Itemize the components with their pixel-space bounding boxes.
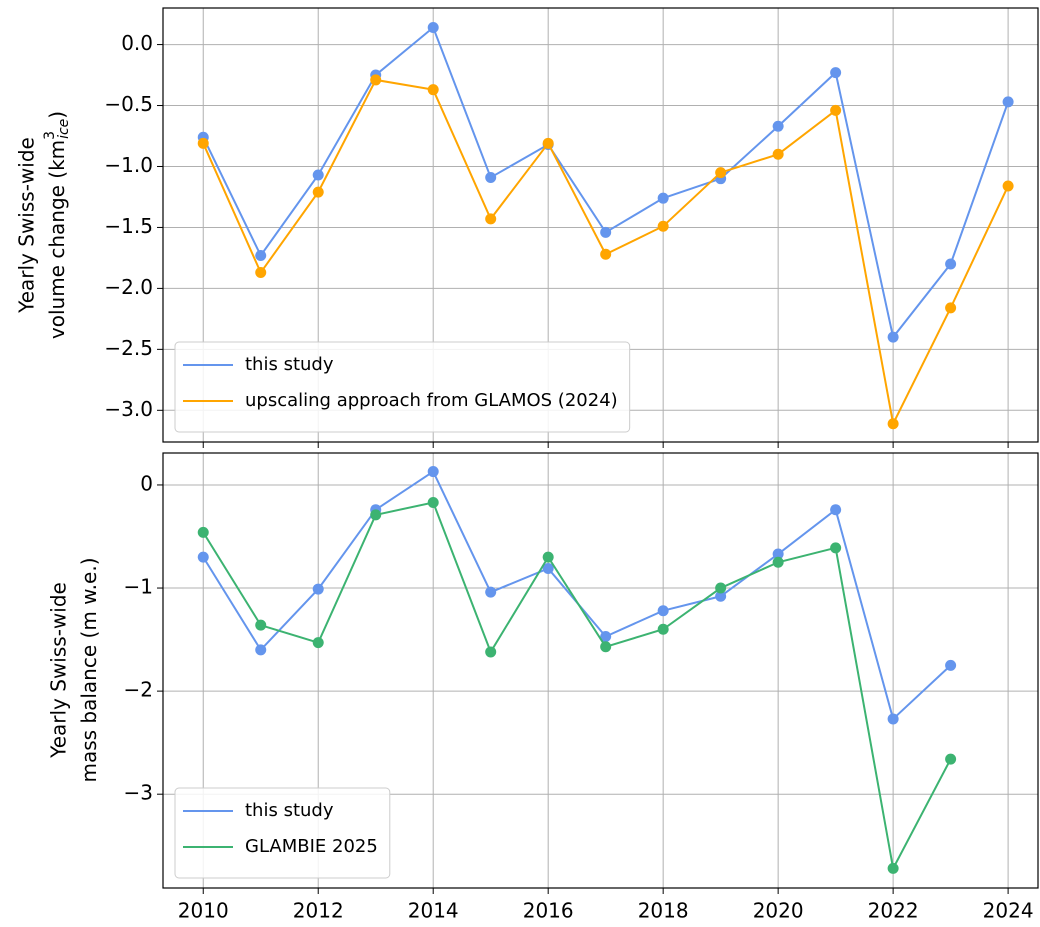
- point: [887, 331, 899, 343]
- label-part: 3: [42, 131, 58, 140]
- y-axis-label: Yearly Swiss-wide: [47, 582, 71, 759]
- y-axis-label: mass balance (m w.e.): [77, 557, 101, 782]
- y-tick-label: 0: [140, 471, 153, 495]
- label-part: volume change (km: [45, 140, 69, 339]
- y-tick-label: −2: [124, 678, 153, 702]
- point: [485, 213, 497, 225]
- point: [370, 74, 382, 86]
- point: [600, 630, 612, 642]
- x-tick-label: 2016: [523, 899, 574, 923]
- point: [255, 644, 267, 656]
- x-tick-label: 2018: [638, 899, 689, 923]
- point: [255, 619, 267, 631]
- point: [830, 504, 842, 516]
- point: [542, 562, 554, 574]
- point: [945, 302, 957, 314]
- y-tick-label: 0.0: [121, 31, 153, 55]
- axes-frame: [162, 452, 1039, 889]
- point: [772, 120, 784, 132]
- point: [945, 753, 957, 765]
- point: [370, 509, 382, 521]
- y-axis-label: volume change (km3ice): [42, 111, 72, 339]
- point: [255, 249, 267, 261]
- y-tick-label: −0.5: [104, 92, 153, 116]
- point: [772, 148, 784, 160]
- y-tick-label: −3.0: [104, 397, 153, 421]
- series-line: [202, 501, 952, 872]
- y-tick-label: −1.5: [104, 214, 153, 238]
- label-part: ): [45, 111, 69, 119]
- point: [427, 84, 439, 96]
- point: [197, 137, 209, 149]
- point: [657, 623, 669, 635]
- point: [657, 192, 669, 204]
- legend-label: GLAMBIE 2025: [245, 836, 378, 857]
- label-part: mass balance (m w.e.): [77, 557, 101, 782]
- point: [255, 267, 267, 279]
- point: [830, 67, 842, 79]
- point: [657, 605, 669, 617]
- point: [945, 258, 957, 270]
- x-tick-label: 2014: [408, 899, 459, 923]
- point: [715, 590, 727, 602]
- chart-panel: 0.0 −0.5 −1.0 −1.5 −2.0 −2.5 −3.0 Yearly Swiss-…: [15, 7, 1039, 448]
- point: [1002, 180, 1014, 192]
- chart-panel: 2010 2012 2014 2016 2018 2020 2022 2024 0 −1 −2 −3 Y…: [47, 452, 1039, 923]
- legend: this study upscaling approach from GLAMOS…: [174, 341, 631, 433]
- y-axis-label: Yearly Swiss-wide: [15, 137, 39, 314]
- point: [485, 171, 497, 183]
- x-tick-label: 2012: [293, 899, 344, 923]
- legend-label: upscaling approach from GLAMOS (2024): [245, 390, 618, 411]
- point: [312, 637, 324, 649]
- point: [427, 22, 439, 34]
- point: [197, 526, 209, 538]
- point: [772, 548, 784, 560]
- point: [715, 167, 727, 179]
- point: [715, 582, 727, 594]
- y-tick-label: −1.0: [104, 153, 153, 177]
- y-tick-label: −1: [124, 575, 153, 599]
- y-tick-label: −2.5: [104, 336, 153, 360]
- x-tick-label: 2022: [868, 899, 919, 923]
- legend-label: this study: [245, 354, 334, 375]
- point: [312, 583, 324, 595]
- point: [887, 862, 899, 874]
- point: [427, 496, 439, 508]
- point: [657, 220, 669, 232]
- legend-box: [174, 341, 631, 433]
- point: [197, 551, 209, 563]
- point: [312, 186, 324, 198]
- point: [1002, 96, 1014, 108]
- point: [485, 646, 497, 658]
- point: [427, 466, 439, 478]
- axes-frame: [162, 7, 1039, 443]
- point: [485, 586, 497, 598]
- point: [945, 659, 957, 671]
- point: [887, 713, 899, 725]
- point: [312, 169, 324, 181]
- point: [600, 641, 612, 653]
- y-tick-label: −2.0: [104, 275, 153, 299]
- point: [542, 137, 554, 149]
- point: [542, 551, 554, 563]
- legend: this study GLAMBIE 2025: [174, 787, 391, 879]
- point: [830, 542, 842, 554]
- label-part: ice: [56, 119, 72, 139]
- point: [887, 418, 899, 430]
- x-tick-label: 2024: [983, 899, 1034, 923]
- x-tick-label: 2010: [178, 899, 229, 923]
- y-tick-label: −3: [124, 781, 153, 805]
- point: [830, 104, 842, 116]
- point: [600, 226, 612, 238]
- point: [600, 248, 612, 260]
- legend-label: this study: [245, 800, 334, 821]
- point: [772, 556, 784, 568]
- x-tick-label: 2020: [753, 899, 804, 923]
